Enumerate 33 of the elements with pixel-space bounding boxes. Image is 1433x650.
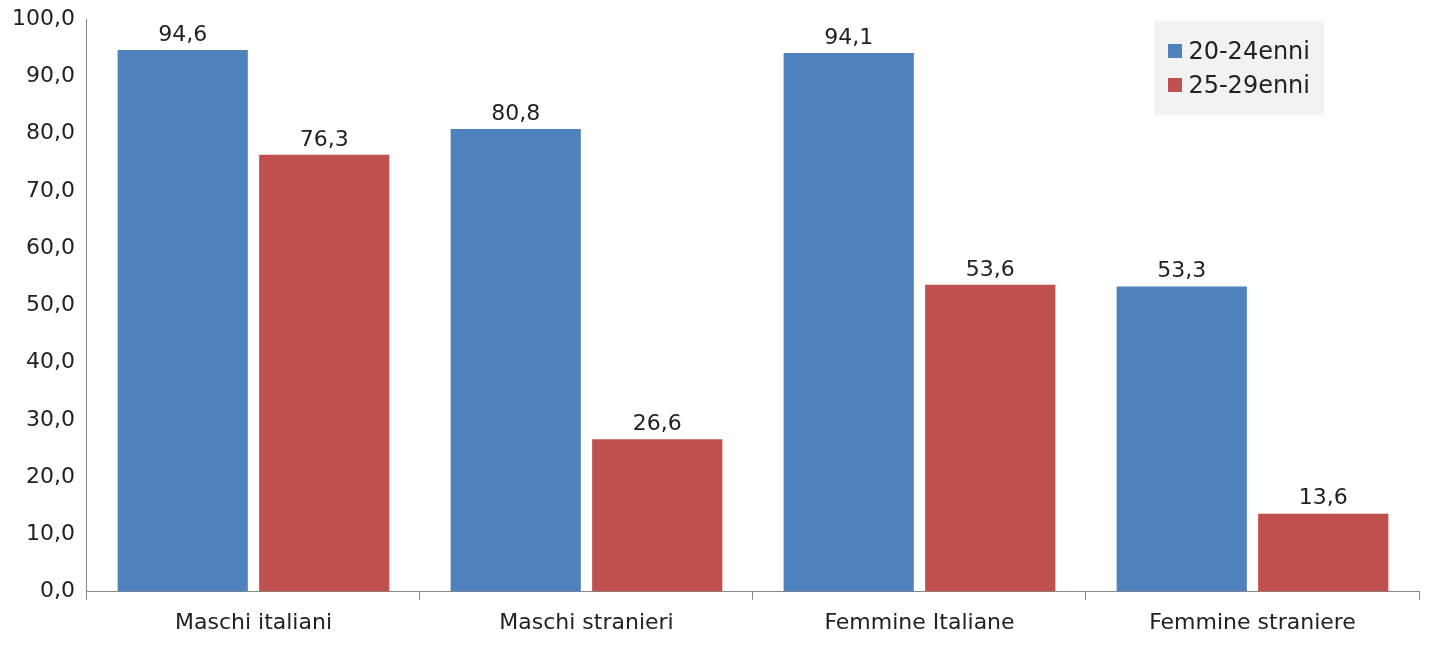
data-label: 53,3 [1157, 257, 1207, 283]
bar [592, 439, 723, 592]
bar [1116, 286, 1247, 592]
data-label: 13,6 [1298, 484, 1348, 510]
bar [925, 284, 1056, 592]
bar [259, 154, 390, 592]
data-label: 26,6 [632, 410, 682, 436]
y-tick-label: 80,0 [26, 119, 75, 145]
bar [117, 50, 248, 592]
data-label: 76,3 [299, 125, 349, 151]
data-label: 94,1 [824, 23, 874, 49]
bar [1258, 513, 1389, 592]
y-tick-label: 90,0 [26, 62, 75, 88]
y-tick-label: 100,0 [12, 4, 75, 30]
y-tick-label: 0,0 [39, 577, 75, 603]
x-tick-label: Femmine Italiane [824, 608, 1015, 634]
y-tick-label: 40,0 [26, 348, 75, 374]
y-tick-label: 70,0 [26, 176, 75, 202]
y-tick-label: 10,0 [26, 520, 75, 546]
y-tick-label: 30,0 [26, 405, 75, 431]
data-label: 80,8 [491, 99, 541, 125]
x-tick-label: Femmine straniere [1149, 608, 1356, 634]
legend-label: 20-24enni [1188, 37, 1310, 66]
y-tick-label: 50,0 [26, 291, 75, 317]
data-label: 94,6 [158, 20, 208, 46]
y-tick-label: 20,0 [26, 462, 75, 488]
x-tick-label: Maschi italiani [174, 608, 333, 634]
data-label: 53,6 [965, 255, 1015, 281]
y-tick-label: 60,0 [26, 233, 75, 259]
x-tick-label: Maschi stranieri [499, 608, 674, 634]
legend-label: 25-29enni [1188, 71, 1310, 100]
bar [450, 129, 581, 592]
bar [783, 52, 914, 592]
